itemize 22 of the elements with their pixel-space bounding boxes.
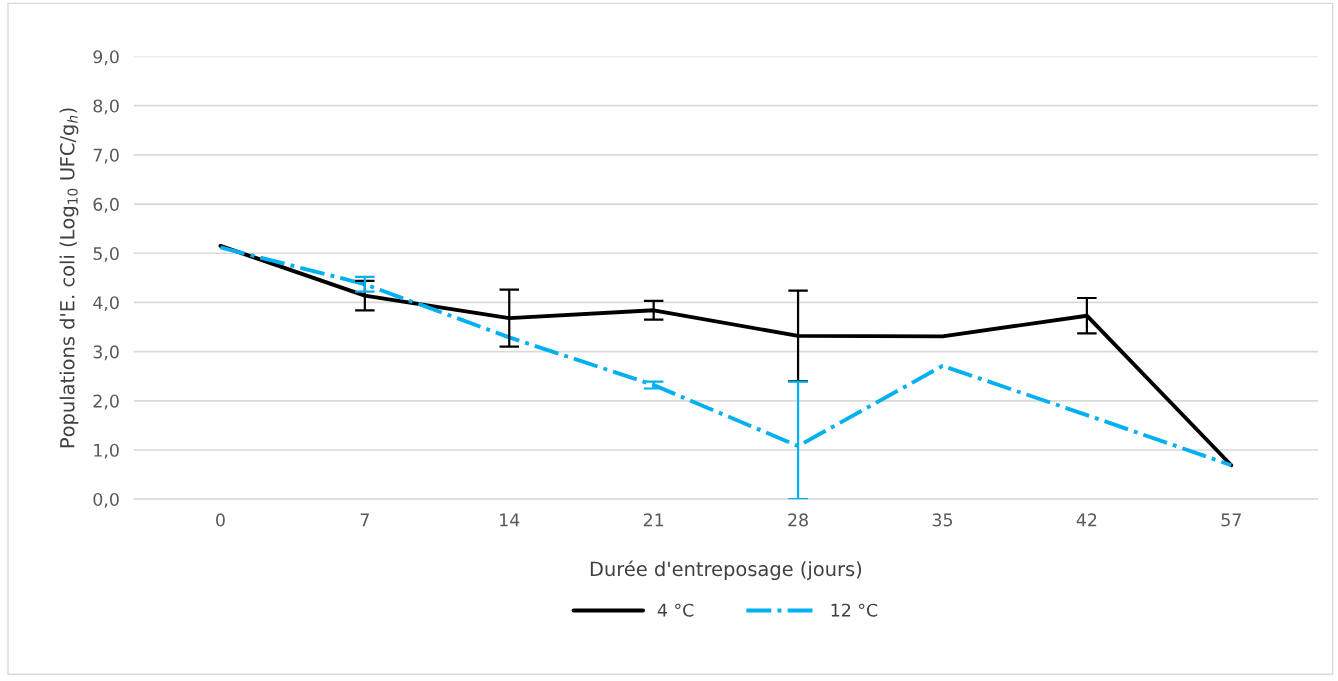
x-tick-label: 0 xyxy=(216,513,225,527)
x-tick-label: 35 xyxy=(932,513,952,527)
x-tick-label: 42 xyxy=(1076,513,1097,527)
legend-label: 4 °C xyxy=(657,603,694,617)
x-tick-label: 14 xyxy=(500,513,520,527)
legend-label: 12 °C xyxy=(831,603,878,617)
y-axis-title: Populations d'E. coli (Log$_{10}$ UFC/g$_{h}$) xyxy=(59,108,79,448)
y-tick-label: 4,0 xyxy=(93,296,119,312)
x-tick-label: 57 xyxy=(1221,513,1241,527)
y-tick-label: 3,0 xyxy=(93,345,119,361)
y-tick-label: 0,0 xyxy=(93,492,119,508)
x-tick-label: 21 xyxy=(643,513,664,527)
y-tick-label: 2,0 xyxy=(93,394,119,410)
x-axis-title: Durée d'entreposage (jours) xyxy=(590,560,862,581)
y-tick-label: 6,0 xyxy=(93,197,119,213)
y-tick-label: 8,0 xyxy=(93,99,119,115)
y-tick-label: 1,0 xyxy=(94,443,119,459)
y-tick-label: 5,0 xyxy=(93,246,119,262)
x-tick-label: 28 xyxy=(788,513,808,527)
x-tick-label: 7 xyxy=(360,513,369,527)
y-tick-label: 9,0 xyxy=(93,50,119,66)
y-tick-label: 7,0 xyxy=(93,148,119,164)
